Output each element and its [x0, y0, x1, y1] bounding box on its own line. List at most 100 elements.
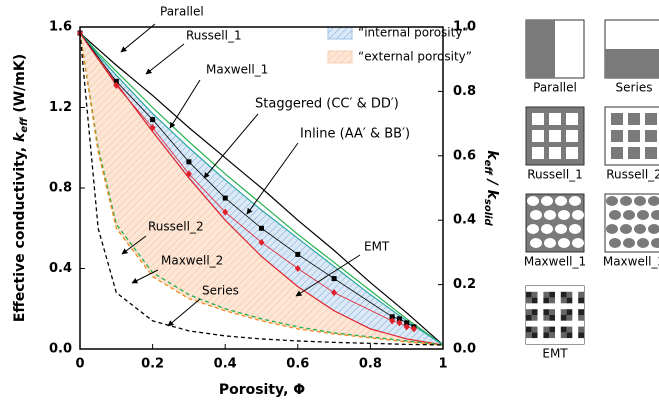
x-tick-label: 0.8	[359, 357, 382, 372]
icon-part	[566, 130, 578, 142]
icon-part	[555, 338, 561, 344]
icon-part	[572, 238, 584, 248]
icon-part	[623, 210, 635, 220]
icon-part	[543, 303, 550, 310]
point	[396, 316, 402, 322]
icon-part	[572, 320, 579, 327]
icon-part	[526, 20, 555, 78]
curve-label: Russell_1	[186, 29, 242, 43]
icon-part	[569, 224, 581, 234]
icon-part	[530, 210, 542, 220]
y-label-part: eff	[19, 116, 30, 133]
points-label: Staggered (CC′ & DD′)	[255, 97, 399, 112]
icon-part	[623, 238, 635, 248]
icon-part	[560, 332, 567, 339]
icon-part	[526, 303, 532, 310]
icon-part	[555, 326, 561, 333]
icon-part	[578, 332, 584, 339]
x-tick-label: 0.4	[214, 357, 237, 372]
icon-part	[566, 320, 573, 327]
point	[186, 159, 192, 165]
schematic-icon	[604, 106, 659, 166]
annotation-arrow	[145, 43, 185, 75]
icon-part	[537, 332, 544, 339]
icon-part	[560, 315, 567, 321]
curve-label: Maxwell_1	[206, 63, 268, 77]
schematic-label: EMT	[542, 347, 568, 361]
y2-label-part: solid	[482, 199, 493, 227]
icon-part	[609, 238, 621, 248]
y2-tick-label: 0.4	[453, 213, 476, 228]
icon-part	[560, 303, 567, 310]
point	[222, 208, 229, 216]
icon-part	[637, 210, 649, 220]
curve-label: Maxwell_2	[161, 254, 223, 268]
icon-part	[526, 297, 532, 304]
icon-part	[531, 338, 538, 344]
icon-part	[606, 224, 618, 234]
y-tick-label: 0.4	[49, 261, 72, 276]
icon-part	[537, 326, 544, 333]
y2-label-part: / k	[484, 175, 500, 201]
point	[185, 170, 192, 178]
icon-part	[541, 224, 553, 234]
icon-part	[560, 326, 567, 333]
annotation-arrow	[246, 142, 299, 215]
icon-part	[572, 326, 579, 333]
icon-part	[558, 210, 570, 220]
legend-swatch	[327, 26, 353, 40]
point	[404, 320, 410, 326]
icon-part	[572, 315, 579, 321]
icon-part	[560, 291, 567, 298]
icon-part	[572, 338, 579, 344]
icon-part	[549, 113, 561, 125]
icon-part	[645, 147, 657, 159]
icon-part	[648, 196, 659, 206]
icon-part	[560, 320, 567, 327]
icon-part	[566, 291, 573, 298]
schematic-icon	[604, 193, 659, 253]
icon-part	[549, 320, 555, 327]
x-tick-label: 0.6	[286, 357, 309, 372]
icon-part	[549, 291, 555, 298]
icon-part	[526, 326, 532, 333]
icon-part	[537, 315, 544, 321]
icon-part	[566, 315, 573, 321]
icon-part	[537, 303, 544, 310]
icon-part	[527, 196, 539, 206]
icon-part	[532, 130, 544, 142]
icon-part	[531, 309, 538, 315]
series-line	[79, 32, 444, 346]
icon-part	[531, 286, 538, 292]
icon-part	[572, 332, 579, 339]
icon-part	[578, 309, 584, 315]
schematic-icon	[604, 19, 659, 79]
icon-part	[558, 238, 570, 248]
schematic-label: Russell_1	[527, 168, 583, 182]
icon-part	[531, 315, 538, 321]
icon-part	[544, 238, 556, 248]
y2-tick-label: 0.2	[453, 277, 476, 292]
icon-part	[566, 309, 573, 315]
y-tick-label: 1.2	[49, 100, 72, 115]
icon-part	[537, 320, 544, 327]
icon-part	[543, 297, 550, 304]
area	[80, 33, 443, 345]
icon-part	[560, 338, 567, 344]
schematic-icon	[525, 106, 585, 166]
icon-part	[549, 286, 555, 292]
point	[113, 81, 120, 89]
icon-part	[526, 320, 532, 327]
schematic-label: Maxwell_1	[524, 255, 586, 269]
schematic-label: Parallel	[533, 81, 577, 95]
icon-part	[531, 326, 538, 333]
y2-label-part: k	[484, 150, 500, 161]
point	[410, 325, 417, 333]
icon-part	[543, 332, 550, 339]
curve-label: EMT	[364, 240, 390, 254]
schematic-label: Maxwell_2	[603, 255, 659, 269]
series-line	[79, 32, 444, 346]
icon-part	[541, 196, 553, 206]
icon-part	[549, 338, 555, 344]
icon-part	[555, 303, 561, 310]
